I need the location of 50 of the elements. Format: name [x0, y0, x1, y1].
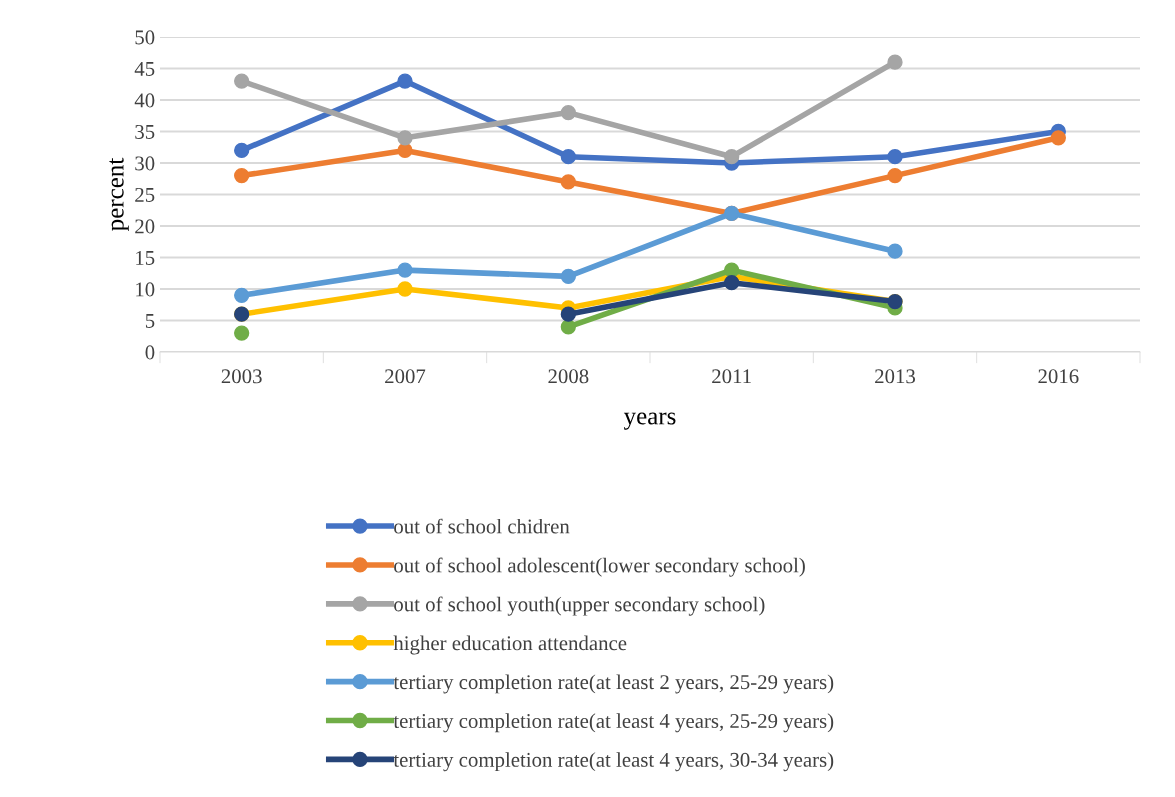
legend-label: higher education attendance — [393, 635, 627, 655]
y-tick-label: 15 — [136, 250, 155, 265]
point — [560, 306, 576, 322]
point — [234, 287, 250, 303]
point — [397, 73, 413, 89]
point — [1050, 130, 1066, 146]
point — [560, 149, 576, 165]
x-tick-label: 2007 — [385, 369, 426, 384]
y-tick-label: 25 — [135, 187, 155, 202]
legend-label: tertiary completion rate(at least 2 years, 25-29 years) — [393, 674, 834, 694]
y-tick-label: 35 — [135, 124, 155, 139]
point — [887, 243, 903, 259]
x-tick-label: 2003 — [221, 369, 262, 384]
point — [724, 149, 740, 165]
x-tick-label: 2016 — [1038, 369, 1079, 384]
y-tick-label: 10 — [136, 282, 155, 297]
legend-label: out of school adolescent(lower secondary school) — [394, 557, 805, 577]
point — [560, 268, 576, 285]
point — [234, 142, 250, 159]
point — [887, 54, 903, 70]
y-axis-title: percent — [109, 157, 129, 231]
x-tick-label: 2013 — [875, 369, 916, 384]
legend-label: out of school chidren — [394, 518, 570, 534]
y-tick-label: 40 — [134, 93, 155, 108]
point — [724, 275, 740, 291]
point — [560, 319, 576, 335]
x-tick-label: 2011 — [712, 369, 751, 384]
point — [234, 73, 250, 89]
point — [887, 149, 903, 165]
point — [397, 262, 413, 278]
point — [234, 325, 250, 341]
point — [397, 142, 413, 159]
legend-label: tertiary completion rate(at least 4 years, 30-34 years) — [393, 752, 834, 772]
y-tick-label: 45 — [134, 62, 155, 76]
y-tick-label: 30 — [135, 156, 155, 171]
y-tick-label: 50 — [135, 30, 155, 45]
point — [397, 130, 413, 146]
point — [887, 167, 903, 184]
y-tick-label: 0 — [145, 345, 155, 360]
point — [560, 174, 576, 190]
y-tick-label: 20 — [135, 219, 155, 234]
legend-label: tertiary completion rate(at least 4 years, 25-29 years) — [393, 713, 834, 733]
point — [724, 262, 740, 278]
x-tick-label: 2008 — [548, 369, 589, 384]
legend-label: out of school youth(upper secondary school) — [394, 596, 765, 616]
x-axis-title: years — [623, 412, 676, 430]
y-tick-label: 5 — [145, 314, 155, 328]
point — [560, 104, 576, 121]
point — [397, 281, 413, 297]
point — [234, 167, 250, 184]
